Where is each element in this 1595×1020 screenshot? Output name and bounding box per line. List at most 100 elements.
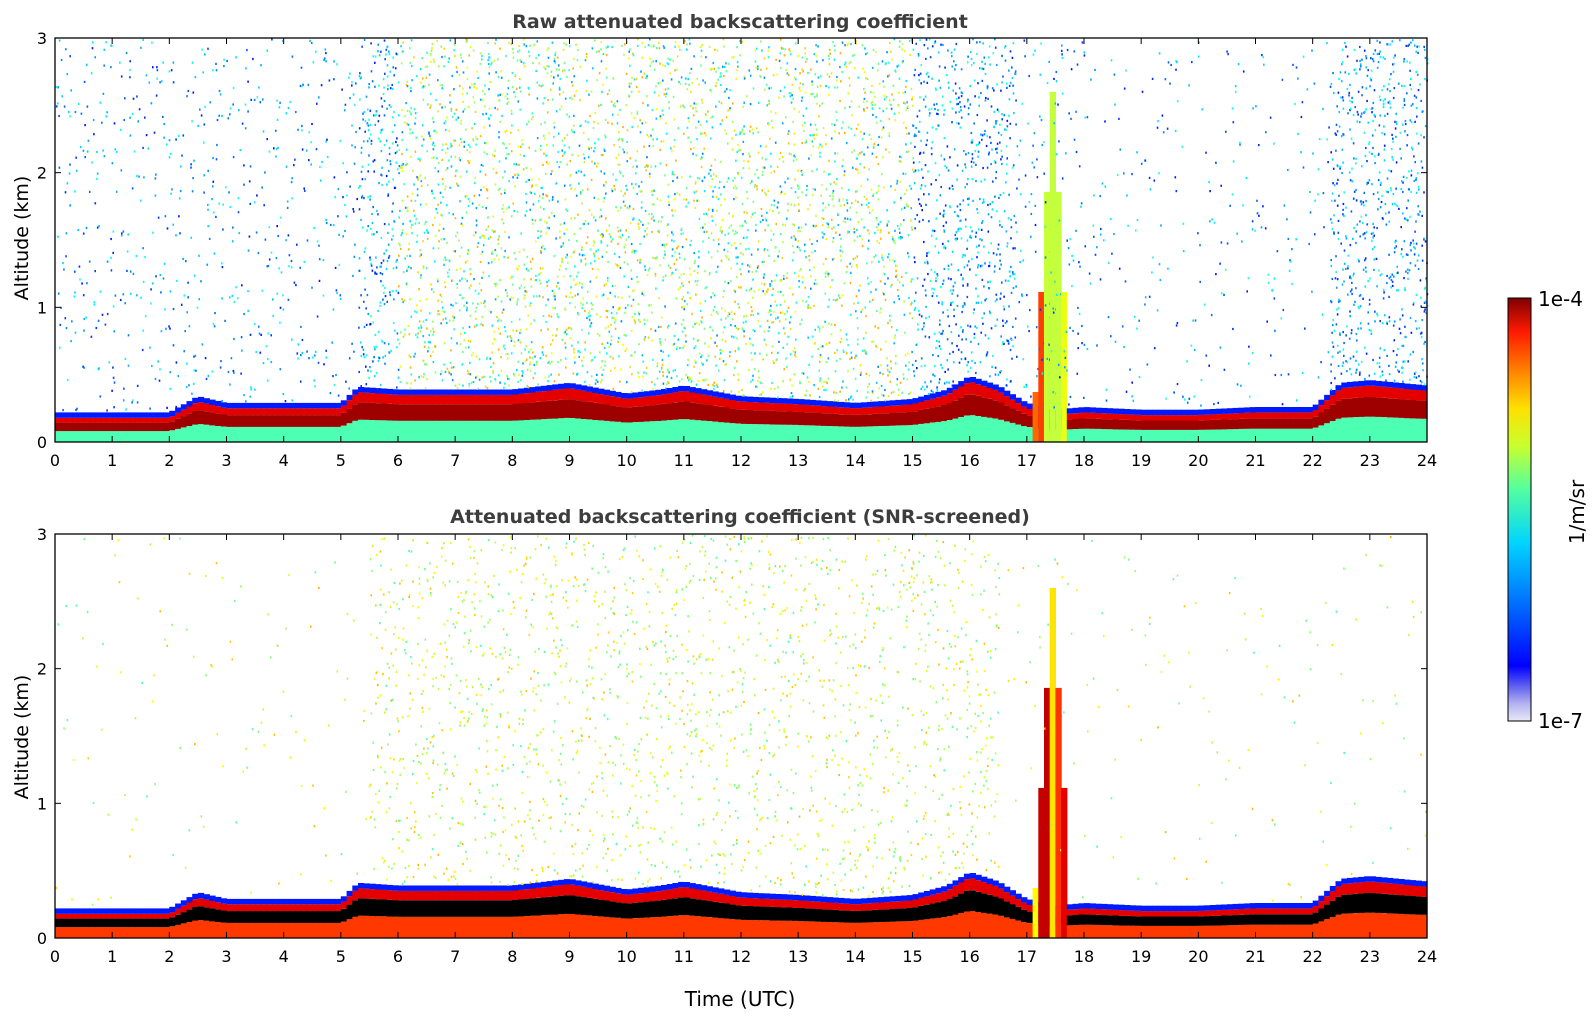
heatmap-cell — [351, 342, 353, 345]
heatmap-cell — [410, 267, 412, 270]
heatmap-cell — [588, 384, 591, 387]
heatmap-cell — [438, 404, 445, 421]
heatmap-cell — [577, 213, 579, 216]
heatmap-cell — [872, 426, 879, 442]
heatmap-cell — [782, 241, 784, 244]
heatmap-cell — [754, 352, 756, 355]
heatmap-cell — [503, 143, 505, 146]
heatmap-cell — [432, 327, 434, 330]
heatmap-cell — [429, 341, 431, 344]
heatmap-cell — [754, 368, 756, 371]
heatmap-cell — [187, 296, 189, 299]
heatmap-cell — [872, 91, 875, 94]
heatmap-cell — [553, 292, 555, 295]
heatmap-cell — [401, 167, 403, 170]
heatmap-cell — [646, 156, 648, 159]
heatmap-cell — [469, 373, 472, 376]
heatmap-cell — [520, 232, 522, 235]
heatmap-cell — [581, 254, 584, 257]
heatmap-cell — [861, 138, 864, 141]
heatmap-cell — [605, 192, 607, 195]
heatmap-cell — [361, 196, 363, 199]
heatmap-cell — [734, 184, 737, 187]
heatmap-cell — [260, 64, 262, 67]
heatmap-cell — [423, 373, 425, 376]
heatmap-cell — [369, 227, 372, 230]
heatmap-cell — [681, 282, 683, 285]
heatmap-cell — [170, 192, 172, 195]
heatmap-cell — [495, 404, 502, 421]
heatmap-cell — [170, 69, 173, 72]
heatmap-cell — [667, 354, 670, 357]
heatmap-cell — [55, 105, 58, 108]
heatmap-cell — [739, 40, 741, 43]
heatmap-cell — [66, 412, 73, 418]
heatmap-cell — [710, 313, 713, 316]
heatmap-cell — [563, 184, 566, 187]
heatmap-cell — [641, 290, 643, 293]
heatmap-cell — [832, 205, 835, 208]
heatmap-cell — [381, 340, 384, 343]
heatmap-cell — [688, 379, 690, 382]
heatmap-cell — [559, 77, 562, 80]
heatmap-cell — [581, 359, 583, 362]
heatmap-cell — [802, 83, 804, 86]
heatmap-cell — [200, 280, 202, 283]
heatmap-cell — [396, 386, 398, 389]
heatmap-cell — [363, 111, 366, 114]
heatmap-cell — [489, 404, 496, 421]
heatmap-cell — [180, 165, 182, 168]
heatmap-cell — [827, 173, 830, 176]
heatmap-cell — [830, 137, 833, 140]
heatmap-cell — [821, 406, 828, 414]
heatmap-cell — [664, 64, 666, 68]
heatmap-cell — [722, 360, 725, 363]
heatmap-cell — [603, 284, 606, 287]
heatmap-cell — [597, 122, 599, 125]
heatmap-cell — [821, 425, 828, 442]
heatmap-cell — [540, 250, 542, 253]
heatmap-cell — [715, 70, 717, 73]
heatmap-cell — [748, 265, 751, 268]
heatmap-cell — [734, 300, 736, 303]
heatmap-cell — [672, 344, 675, 347]
heatmap-cell — [301, 338, 304, 342]
heatmap-cell — [391, 87, 394, 91]
heatmap-cell — [199, 108, 201, 111]
heatmap-cell — [207, 208, 209, 211]
heatmap-cell — [643, 371, 645, 374]
heatmap-cell — [739, 268, 741, 271]
heatmap-cell — [117, 431, 125, 442]
heatmap-cell — [678, 252, 681, 255]
heatmap-cell — [638, 313, 641, 316]
heatmap-cell — [83, 366, 85, 369]
heatmap-cell — [776, 165, 779, 169]
heatmap-cell — [229, 296, 231, 299]
heatmap-cell — [413, 108, 416, 111]
heatmap-cell — [441, 379, 444, 382]
heatmap-cell — [900, 156, 903, 159]
heatmap-cell — [474, 231, 477, 234]
heatmap-cell — [856, 343, 859, 346]
heatmap-cell — [865, 352, 867, 355]
heatmap-cell — [500, 394, 508, 405]
heatmap-cell — [428, 132, 430, 135]
heatmap-cell — [400, 247, 402, 250]
heatmap-cell — [822, 127, 825, 130]
heatmap-cell — [488, 88, 490, 91]
heatmap-cell — [850, 356, 853, 359]
heatmap-cell — [676, 247, 678, 250]
heatmap-cell — [715, 105, 717, 108]
heatmap-cell — [163, 262, 166, 265]
heatmap-cell — [373, 233, 375, 236]
heatmap-cell — [834, 351, 836, 354]
heatmap-cell — [739, 224, 741, 228]
heatmap-cell — [408, 110, 411, 113]
heatmap-cell — [683, 386, 691, 392]
heatmap-cell — [469, 314, 472, 317]
heatmap-cell — [652, 60, 655, 63]
heatmap-cell — [828, 86, 830, 89]
heatmap-cell — [678, 391, 685, 402]
heatmap-cell — [754, 185, 756, 188]
heatmap-cell — [438, 223, 441, 226]
